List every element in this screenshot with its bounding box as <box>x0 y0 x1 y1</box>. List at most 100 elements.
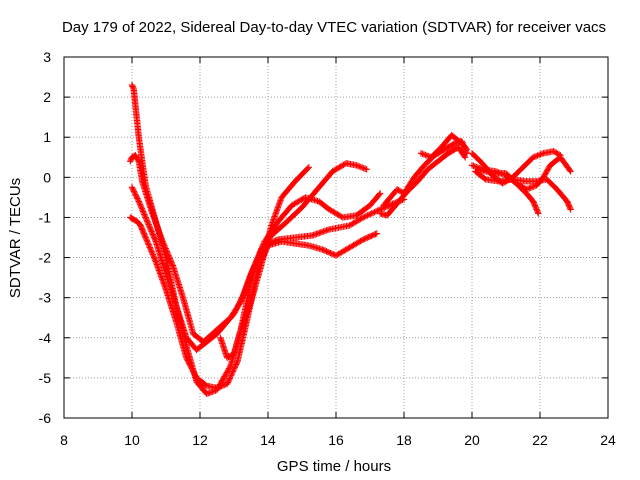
data-point <box>136 199 143 207</box>
data-point <box>224 379 232 386</box>
data-point <box>370 231 378 238</box>
data-point <box>359 164 366 171</box>
data-point <box>152 236 159 244</box>
data-point <box>361 235 368 243</box>
data-point <box>367 210 374 218</box>
data-point <box>138 205 146 212</box>
data-point <box>462 144 470 152</box>
data-point <box>358 215 366 222</box>
data-point <box>360 236 367 243</box>
data-point <box>229 368 237 375</box>
x-axis-label: GPS time / hours <box>277 458 391 475</box>
data-point <box>365 211 373 218</box>
data-point <box>228 371 235 378</box>
data-point <box>254 255 261 262</box>
data-point <box>417 150 425 157</box>
data-point <box>206 389 213 396</box>
x-tick-label: 16 <box>328 432 344 448</box>
data-point <box>144 238 151 245</box>
x-tick-label: 24 <box>600 432 616 448</box>
x-tick-label: 8 <box>60 432 68 448</box>
data-point <box>134 195 141 202</box>
data-point <box>365 233 372 241</box>
data-point <box>362 212 370 220</box>
data-point <box>323 248 330 255</box>
data-points <box>127 81 574 398</box>
series-track-5 <box>217 164 312 362</box>
data-point <box>207 389 215 396</box>
data-point <box>225 376 233 383</box>
data-point <box>132 191 139 198</box>
data-point <box>375 206 382 214</box>
data-point <box>129 84 137 91</box>
data-point <box>361 213 368 220</box>
data-point <box>538 150 546 158</box>
data-point <box>255 252 262 259</box>
data-point <box>253 258 260 265</box>
data-point <box>320 246 327 254</box>
data-point <box>321 247 329 254</box>
data-point <box>371 208 378 216</box>
data-point <box>364 212 371 219</box>
data-point <box>139 208 147 215</box>
data-point <box>368 210 375 217</box>
data-point <box>379 205 387 212</box>
data-point <box>372 230 379 238</box>
data-point <box>146 244 153 251</box>
data-point <box>139 206 146 214</box>
data-point <box>167 258 175 265</box>
data-point <box>209 388 216 395</box>
x-tick-label: 22 <box>532 432 548 448</box>
data-point <box>422 151 429 159</box>
data-point <box>319 246 326 253</box>
data-point <box>357 163 364 171</box>
data-point <box>227 373 234 381</box>
data-point <box>354 162 362 170</box>
data-point <box>254 253 262 261</box>
data-point <box>253 256 260 264</box>
data-point <box>225 377 232 385</box>
chart-title: Day 179 of 2022, Sidereal Day-to-day VTE… <box>62 19 606 36</box>
data-point <box>251 260 259 268</box>
data-point <box>144 218 151 225</box>
series-track-7 <box>377 144 469 219</box>
data-point <box>324 248 332 256</box>
y-tick-label: 1 <box>43 129 51 145</box>
data-point <box>147 226 155 234</box>
data-point <box>226 363 234 371</box>
data-point <box>210 387 218 395</box>
data-point <box>152 256 159 264</box>
data-point <box>137 202 144 209</box>
data-point <box>141 232 149 240</box>
y-tick-label: -1 <box>39 209 52 225</box>
data-point <box>524 185 532 192</box>
data-point <box>377 190 384 197</box>
y-axis-label: SDTVAR / TECUs <box>7 178 24 298</box>
series-track-4 <box>128 184 384 354</box>
data-point <box>363 166 370 173</box>
data-point <box>135 198 142 205</box>
data-point <box>362 235 370 242</box>
data-point <box>364 234 371 241</box>
data-point <box>150 234 158 241</box>
data-point <box>353 162 360 169</box>
data-point <box>535 210 542 217</box>
data-point <box>373 230 380 237</box>
y-tick-label: 2 <box>43 89 51 105</box>
data-point <box>252 259 259 266</box>
data-point <box>147 245 154 253</box>
data-point <box>420 151 428 158</box>
x-tick-label: 10 <box>124 432 140 448</box>
data-point <box>149 231 156 238</box>
data-point <box>150 232 157 240</box>
data-point <box>224 380 231 388</box>
data-point <box>148 248 155 255</box>
y-tick-label: 0 <box>43 169 51 185</box>
x-tick-label: 14 <box>260 432 276 448</box>
data-point <box>529 183 536 191</box>
data-point <box>304 165 311 172</box>
data-point <box>146 222 153 230</box>
data-point <box>462 154 469 161</box>
data-point <box>143 217 150 224</box>
data-point <box>567 206 574 213</box>
